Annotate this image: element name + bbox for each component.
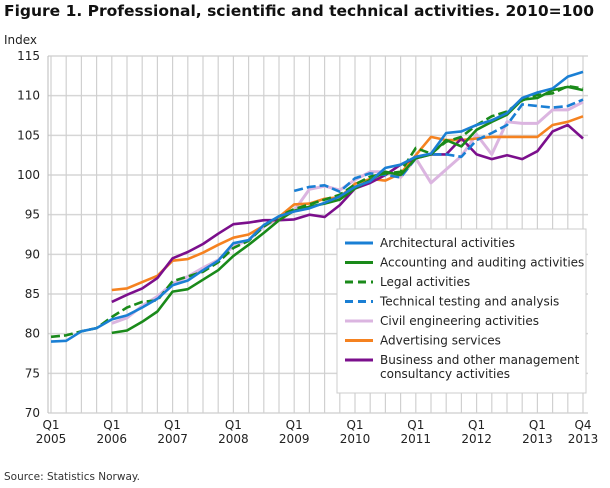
x-tick-label: Q1 — [346, 418, 363, 432]
legend-label: Advertising services — [380, 334, 501, 348]
x-tick-label: Q1 — [225, 418, 242, 432]
y-tick-label: 110 — [17, 89, 40, 103]
series-lines — [50, 70, 584, 343]
y-tick-label: 105 — [17, 128, 40, 142]
y-axis-label: Index — [4, 33, 37, 47]
x-tick-label: Q1 — [164, 418, 181, 432]
chart-title: Figure 1. Professional, scientific and t… — [4, 2, 594, 20]
y-tick-label: 90 — [25, 247, 40, 261]
x-tick-year-label: 2009 — [279, 432, 310, 446]
legend-label: Accounting and auditing activities — [380, 256, 584, 270]
legend-label: Civil engineering activities — [380, 314, 539, 328]
x-tick-label: Q1 — [529, 418, 546, 432]
y-tick-label: 95 — [25, 208, 40, 222]
legend-label: Legal activities — [380, 275, 470, 289]
y-tick-label: 70 — [25, 406, 40, 420]
series-line-legal-activities — [50, 84, 584, 339]
legend-label: Architectural activities — [380, 236, 515, 250]
x-tick-year-label: 2010 — [340, 432, 371, 446]
x-tick-label: Q1 — [42, 418, 59, 432]
legend-label: consultancy activities — [380, 367, 510, 381]
x-tick-year-label: 2006 — [97, 432, 128, 446]
y-tick-label: 115 — [17, 49, 40, 63]
legend-label: Business and other management — [380, 353, 580, 367]
y-tick-label: 100 — [17, 168, 40, 182]
series-line-architectural-activities — [50, 70, 584, 343]
x-tick-year-label: 2008 — [218, 432, 249, 446]
x-ticks: Q12005Q12006Q12007Q12008Q12009Q12010Q120… — [36, 418, 599, 446]
y-tick-label: 80 — [25, 327, 40, 341]
x-tick-year-label: 2012 — [461, 432, 492, 446]
x-tick-label: Q1 — [286, 418, 303, 432]
y-tick-label: 75 — [25, 366, 40, 380]
x-tick-label: Q4 — [574, 418, 591, 432]
legend-box — [336, 228, 587, 394]
x-tick-year-label: 2005 — [36, 432, 67, 446]
legend-label: Technical testing and analysis — [379, 295, 559, 309]
source-note: Source: Statistics Norway. — [4, 471, 140, 483]
x-tick-year-label: 2013 — [522, 432, 553, 446]
series-line-business-and-other-management-consultancy-activities — [111, 123, 584, 304]
grid — [47, 55, 588, 414]
x-tick-year-label: 2011 — [401, 432, 432, 446]
x-tick-label: Q1 — [407, 418, 424, 432]
y-tick-label: 85 — [25, 287, 40, 301]
series-line-accounting-and-auditing-activities — [111, 85, 584, 335]
x-tick-label: Q1 — [103, 418, 120, 432]
x-tick-year-label: 2013 — [568, 432, 599, 446]
x-tick-year-label: 2007 — [157, 432, 188, 446]
series-line-technical-testing-and-analysis — [293, 98, 584, 193]
legend: Architectural activities Accounting and a… — [336, 228, 587, 394]
y-ticks: 70 75 80 85 90 95 100 105 110 115 — [17, 49, 40, 420]
x-tick-label: Q1 — [468, 418, 485, 432]
